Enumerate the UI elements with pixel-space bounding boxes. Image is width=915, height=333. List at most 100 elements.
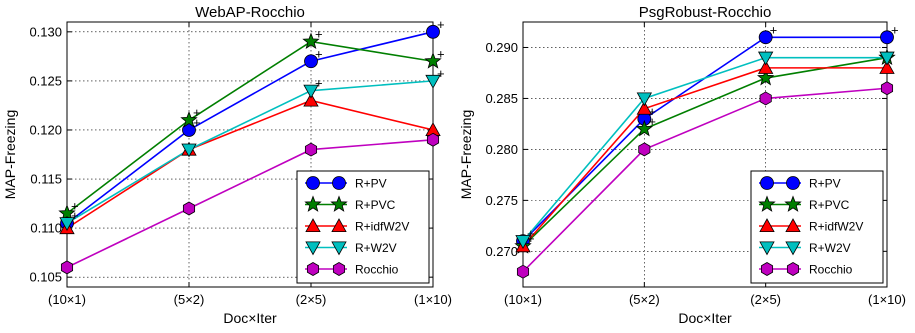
- data-point: [180, 111, 198, 128]
- significance-mark: +: [437, 17, 445, 32]
- y-tick-label: 0.290: [485, 40, 518, 55]
- legend-marker: [760, 176, 774, 190]
- data-point: [636, 100, 653, 115]
- data-point: [758, 30, 773, 45]
- legend-label: Rocchio: [809, 263, 853, 277]
- x-tick-label: (10×1): [48, 292, 86, 307]
- data-point: [879, 60, 895, 74]
- legend-label: Rocchio: [355, 263, 399, 277]
- y-tick-label: 0.120: [29, 122, 62, 137]
- x-tick-label: (5×2): [174, 292, 205, 307]
- x-tick-label: (2×5): [750, 292, 781, 307]
- significance-mark: +: [437, 66, 445, 81]
- data-point: [757, 51, 774, 66]
- series-line-R+W2V: [66, 80, 434, 224]
- legend-marker: [786, 262, 800, 276]
- data-point: [880, 81, 894, 96]
- data-point: [181, 143, 197, 158]
- series-line-Rocchio: [66, 138, 434, 269]
- data-point: [635, 119, 654, 137]
- data-point: [426, 132, 440, 147]
- x-tick-label: (2×5): [296, 292, 327, 307]
- data-point: [638, 142, 651, 157]
- legend-label: R+W2V: [355, 241, 397, 255]
- data-point: [60, 260, 74, 275]
- significance-mark: +: [648, 114, 656, 129]
- data-point: [880, 30, 894, 45]
- legend-marker: [305, 218, 321, 233]
- data-point: [879, 51, 895, 66]
- y-axis-label: MAP-Freezing: [458, 110, 474, 199]
- legend-marker: [759, 241, 775, 256]
- legend-marker: [331, 218, 347, 233]
- y-tick-label: 0.125: [29, 73, 62, 88]
- y-axis-label: MAP-Freezing: [2, 110, 18, 199]
- legend-box: [750, 170, 884, 284]
- legend: R+PV R+PVC R+idfW2V R+W2V Rocchio: [296, 170, 430, 284]
- significance-mark: +: [437, 46, 445, 61]
- series-line-R+PVC: [66, 40, 434, 215]
- data-point: [182, 201, 196, 216]
- legend-marker: [758, 195, 776, 212]
- legend-label: R+PVC: [809, 198, 850, 212]
- data-point: [303, 84, 319, 99]
- legend: R+PV R+PVC R+idfW2V R+W2V Rocchio: [750, 170, 884, 284]
- x-tick-label: (5×2): [629, 292, 660, 307]
- significance-mark: +: [527, 231, 535, 246]
- significance-mark: +: [770, 22, 778, 37]
- significance-mark: +: [193, 105, 201, 120]
- legend-entry: R+W2V: [305, 241, 397, 256]
- data-point: [759, 91, 772, 106]
- legend-marker: [332, 176, 346, 190]
- legend-entry: R+W2V: [759, 241, 851, 256]
- significance-mark: +: [315, 27, 323, 42]
- series-line-R+PV: [66, 31, 434, 224]
- legend-entry: R+idfW2V: [305, 218, 409, 234]
- data-point: [636, 92, 653, 107]
- significance-mark: +: [891, 22, 899, 37]
- series-line-R+idfW2V: [522, 67, 887, 247]
- legend-marker: [785, 218, 801, 233]
- data-point: [304, 142, 318, 157]
- legend-marker: [784, 195, 802, 212]
- chart-2: 0.270 0.275 0.280 0.285 0.290 (10×1) (5×2) (2×5…: [458, 4, 906, 326]
- legend-entry: R+PV: [759, 176, 841, 191]
- legend-entry: R+PV: [305, 176, 387, 191]
- legend-entry: Rocchio: [305, 262, 399, 277]
- data-point: [515, 235, 531, 249]
- legend-label: R+idfW2V: [809, 220, 863, 234]
- x-tick-label: (10×1): [504, 292, 542, 307]
- legend-marker: [330, 195, 348, 212]
- legend-marker: [786, 176, 800, 190]
- significance-mark: +: [527, 226, 535, 241]
- y-tick-label: 0.105: [29, 270, 62, 285]
- data-point: [425, 74, 441, 89]
- significance-mark: +: [193, 115, 201, 130]
- legend-marker: [305, 241, 321, 256]
- legend-marker: [331, 241, 347, 256]
- y-tick-label: 0.115: [30, 172, 62, 187]
- x-axis-label: Doc×Iter: [678, 310, 732, 326]
- data-point: [426, 24, 440, 39]
- significance-mark: +: [71, 198, 79, 213]
- legend-marker: [785, 241, 801, 256]
- data-point: [303, 92, 319, 107]
- significance-mark: +: [315, 46, 323, 61]
- legend-entry: R+PVC: [758, 195, 850, 212]
- plot-frame: [522, 21, 888, 288]
- legend-marker: [332, 262, 346, 276]
- series-line-Rocchio: [522, 87, 888, 273]
- data-point: [302, 32, 320, 50]
- significance-mark: +: [315, 76, 323, 91]
- legend-label: R+idfW2V: [355, 220, 409, 234]
- y-tick-label: 0.130: [29, 24, 62, 39]
- significance-mark: +: [71, 208, 79, 223]
- y-tick-label: 0.270: [485, 244, 518, 259]
- significance-mark: +: [648, 104, 656, 119]
- x-tick-label: (1×10): [868, 292, 906, 307]
- legend-marker: [304, 195, 322, 212]
- data-point: [424, 52, 442, 69]
- y-tick-label: 0.110: [30, 221, 62, 236]
- data-point: [304, 54, 318, 69]
